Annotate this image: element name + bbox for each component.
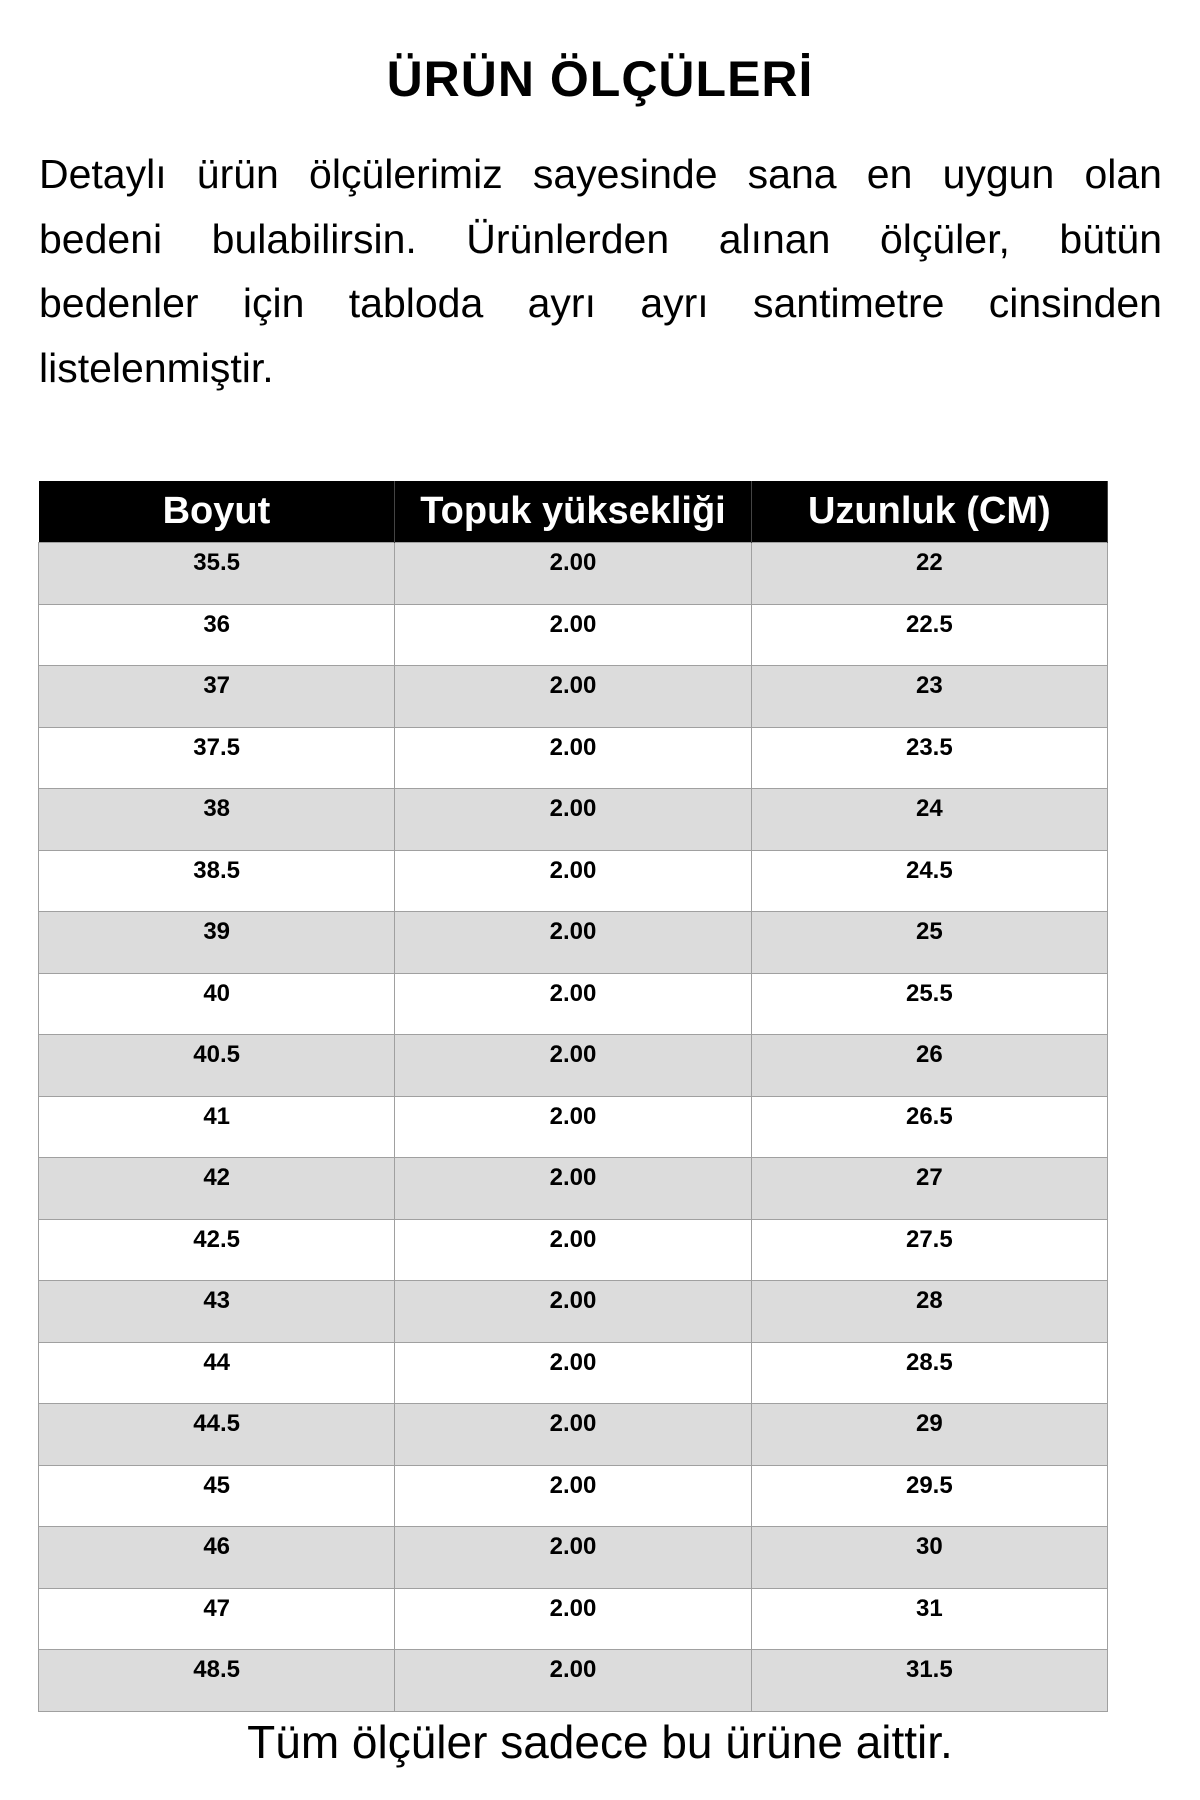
cell-heel-height: 2.00 bbox=[394, 542, 752, 605]
cell-size: 44.5 bbox=[37, 1403, 396, 1466]
cell-size: 41 bbox=[37, 1095, 396, 1158]
table-header-row: Boyut Topuk yüksekliği Uzunluk (CM) bbox=[38, 481, 1109, 543]
table-row: 39 2.00 25 bbox=[37, 911, 1109, 974]
cell-length: 29 bbox=[750, 1403, 1109, 1466]
cell-heel-height: 2.00 bbox=[394, 1280, 752, 1343]
cell-length: 24.5 bbox=[750, 849, 1109, 912]
cell-size: 35.5 bbox=[37, 542, 396, 605]
cell-heel-height: 2.00 bbox=[394, 788, 752, 851]
table-row: 43 2.00 28 bbox=[37, 1280, 1109, 1343]
cell-size: 48.5 bbox=[37, 1649, 396, 1712]
cell-size: 47 bbox=[37, 1587, 396, 1650]
table-row: 42.5 2.00 27.5 bbox=[37, 1218, 1109, 1281]
table-row: 47 2.00 31 bbox=[37, 1587, 1109, 1650]
table-row: 36 2.00 22.5 bbox=[37, 603, 1109, 666]
cell-length: 27.5 bbox=[750, 1218, 1109, 1281]
table-row: 42 2.00 27 bbox=[37, 1157, 1109, 1220]
cell-length: 31 bbox=[750, 1587, 1109, 1650]
cell-length: 26 bbox=[750, 1034, 1109, 1097]
cell-length: 27 bbox=[750, 1157, 1109, 1220]
cell-heel-height: 2.00 bbox=[394, 1464, 752, 1527]
table-row: 38 2.00 24 bbox=[37, 788, 1109, 851]
cell-length: 25.5 bbox=[750, 972, 1109, 1035]
table-row: 35.5 2.00 22 bbox=[37, 542, 1109, 605]
cell-length: 23 bbox=[750, 665, 1109, 728]
cell-length: 24 bbox=[750, 788, 1109, 851]
cell-heel-height: 2.00 bbox=[394, 1218, 752, 1281]
intro-paragraph: Detaylı ürün ölçülerimiz sayesinde sana … bbox=[39, 151, 1162, 391]
table-row: 40 2.00 25.5 bbox=[37, 972, 1109, 1035]
cell-length: 30 bbox=[750, 1526, 1109, 1589]
cell-size: 36 bbox=[37, 603, 396, 666]
cell-heel-height: 2.00 bbox=[394, 1341, 752, 1404]
cell-heel-height: 2.00 bbox=[394, 1034, 752, 1097]
cell-heel-height: 2.00 bbox=[394, 972, 752, 1035]
cell-size: 45 bbox=[37, 1464, 396, 1527]
header-length: Uzunluk (CM) bbox=[751, 481, 1109, 543]
cell-heel-height: 2.00 bbox=[394, 1587, 752, 1650]
cell-length: 31.5 bbox=[750, 1649, 1109, 1712]
cell-length: 22 bbox=[750, 542, 1109, 605]
cell-heel-height: 2.00 bbox=[394, 726, 752, 789]
cell-size: 42 bbox=[37, 1157, 396, 1220]
table-row: 46 2.00 30 bbox=[37, 1526, 1109, 1589]
table-row: 48.5 2.00 31.5 bbox=[37, 1649, 1109, 1712]
table-row: 44.5 2.00 29 bbox=[37, 1403, 1109, 1466]
table-row: 44 2.00 28.5 bbox=[37, 1341, 1109, 1404]
header-size: Boyut bbox=[38, 481, 396, 543]
table-row: 40.5 2.00 26 bbox=[37, 1034, 1109, 1097]
cell-heel-height: 2.00 bbox=[394, 1649, 752, 1712]
table-row: 37.5 2.00 23.5 bbox=[37, 726, 1109, 789]
cell-size: 38.5 bbox=[37, 849, 396, 912]
table-row: 41 2.00 26.5 bbox=[37, 1095, 1109, 1158]
cell-length: 29.5 bbox=[750, 1464, 1109, 1527]
cell-size: 40.5 bbox=[37, 1034, 396, 1097]
cell-heel-height: 2.00 bbox=[394, 1526, 752, 1589]
cell-heel-height: 2.00 bbox=[394, 603, 752, 666]
cell-heel-height: 2.00 bbox=[394, 911, 752, 974]
cell-size: 43 bbox=[37, 1280, 396, 1343]
cell-size: 42.5 bbox=[37, 1218, 396, 1281]
cell-heel-height: 2.00 bbox=[394, 1095, 752, 1158]
cell-size: 46 bbox=[37, 1526, 396, 1589]
cell-heel-height: 2.00 bbox=[394, 849, 752, 912]
cell-size: 38 bbox=[37, 788, 396, 851]
table-row: 37 2.00 23 bbox=[37, 665, 1109, 728]
header-heel-height: Topuk yüksekliği bbox=[394, 481, 752, 543]
cell-heel-height: 2.00 bbox=[394, 665, 752, 728]
cell-size: 39 bbox=[37, 911, 396, 974]
table-row: 45 2.00 29.5 bbox=[37, 1464, 1109, 1527]
cell-size: 44 bbox=[37, 1341, 396, 1404]
page-title: ÜRÜN ÖLÇÜLERİ bbox=[386, 51, 814, 107]
cell-length: 23.5 bbox=[750, 726, 1109, 789]
footer-note: Tüm ölçüler sadece bu ürüne aittir. bbox=[247, 1716, 953, 1768]
cell-length: 22.5 bbox=[750, 603, 1109, 666]
cell-heel-height: 2.00 bbox=[394, 1157, 752, 1220]
cell-heel-height: 2.00 bbox=[394, 1403, 752, 1466]
cell-size: 37 bbox=[37, 665, 396, 728]
cell-length: 28 bbox=[750, 1280, 1109, 1343]
size-table: Boyut Topuk yüksekliği Uzunluk (CM) 35.5… bbox=[37, 481, 1109, 1712]
table-row: 38.5 2.00 24.5 bbox=[37, 849, 1109, 912]
cell-length: 25 bbox=[750, 911, 1109, 974]
cell-length: 26.5 bbox=[750, 1095, 1109, 1158]
cell-size: 40 bbox=[37, 972, 396, 1035]
cell-size: 37.5 bbox=[37, 726, 396, 789]
cell-length: 28.5 bbox=[750, 1341, 1109, 1404]
